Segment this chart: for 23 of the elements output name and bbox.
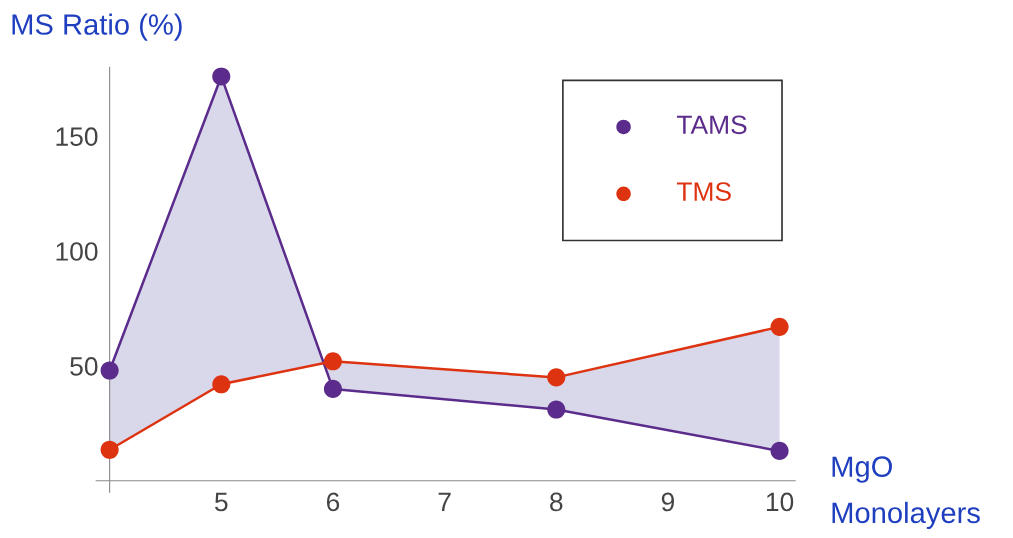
point bbox=[212, 375, 231, 394]
y-tick-label: 50 bbox=[70, 357, 98, 376]
legend-label: TMS bbox=[676, 182, 731, 201]
x-tick-label: 5 bbox=[215, 492, 228, 512]
y-axis-title: MS Ratio (%) bbox=[12, 13, 182, 41]
point bbox=[212, 67, 231, 86]
point bbox=[770, 441, 789, 460]
point bbox=[770, 317, 789, 336]
x-tick-label: 10 bbox=[766, 492, 794, 512]
x-tick-label: 9 bbox=[661, 492, 674, 512]
point bbox=[323, 352, 342, 371]
point bbox=[323, 379, 342, 398]
y-tick-label: 150 bbox=[56, 127, 98, 146]
point bbox=[547, 400, 566, 419]
x-axis-title: MgO Monolayers bbox=[832, 456, 980, 529]
legend-label: TAMS bbox=[676, 115, 747, 135]
x-tick-label: 7 bbox=[438, 492, 451, 512]
y-tick-label: 100 bbox=[56, 242, 98, 261]
point bbox=[547, 368, 566, 387]
point bbox=[100, 361, 119, 380]
point bbox=[100, 440, 119, 459]
x-tick-label: 8 bbox=[550, 492, 563, 512]
x-tick-label: 6 bbox=[326, 492, 340, 512]
